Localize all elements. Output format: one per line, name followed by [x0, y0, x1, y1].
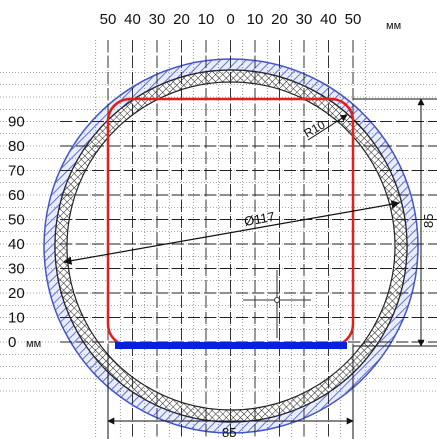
x-tick-label: 50 — [100, 11, 117, 28]
y-unit-label: мм — [26, 338, 41, 350]
x-unit-label: мм — [386, 20, 401, 32]
dimension-lines — [107, 98, 437, 439]
x-tick-label: 10 — [198, 11, 215, 28]
x-tick-label: 20 — [271, 11, 288, 28]
height-dimension-label: 85 — [421, 214, 436, 228]
y-tick-label: 60 — [8, 187, 25, 204]
diameter-line — [63, 200, 400, 265]
y-tick-labels: 90 80 70 60 50 40 30 20 10 0 мм — [8, 114, 41, 352]
y-tick-label: 20 — [8, 285, 25, 302]
x-tick-label: 30 — [149, 11, 166, 28]
x-tick-label: 10 — [247, 11, 264, 28]
radius-leader — [307, 114, 348, 141]
x-tick-label: 40 — [320, 11, 337, 28]
y-tick-label: 40 — [8, 236, 25, 253]
y-tick-label: 0 — [8, 334, 16, 351]
x-tick-label: 0 — [226, 11, 234, 28]
radius-label: R10 — [302, 117, 328, 140]
x-tick-label: 20 — [173, 11, 190, 28]
y-tick-label: 80 — [8, 138, 25, 155]
center-mark — [243, 270, 311, 338]
diameter-label: Ø117 — [243, 209, 276, 229]
base-bar — [115, 342, 347, 349]
x-tick-label: 50 — [345, 11, 362, 28]
x-tick-labels: 50 40 30 20 10 0 10 20 30 40 50 — [100, 11, 362, 28]
y-tick-label: 50 — [8, 212, 25, 229]
y-tick-label: 90 — [8, 114, 25, 131]
x-tick-label: 30 — [296, 11, 313, 28]
outer-hatch-ring — [43, 58, 419, 434]
y-tick-label: 10 — [8, 310, 25, 327]
y-tick-label: 30 — [8, 261, 25, 278]
x-tick-label: 40 — [124, 11, 141, 28]
width-dimension-label: 85 — [222, 425, 236, 439]
y-tick-label: 70 — [8, 163, 25, 180]
